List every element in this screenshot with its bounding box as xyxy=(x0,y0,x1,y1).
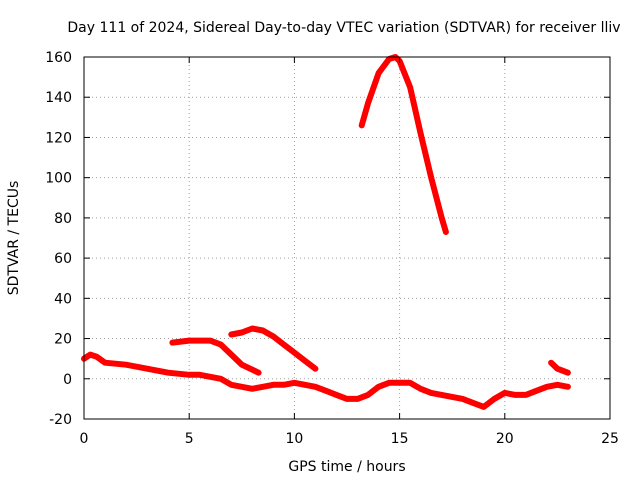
series-line-segment xyxy=(81,351,571,410)
ticks xyxy=(83,56,611,420)
grid xyxy=(84,57,610,419)
y-tick-label: 100 xyxy=(45,171,72,187)
x-axis-label: GPS time / hours xyxy=(288,459,405,475)
x-tick-label: 10 xyxy=(285,431,303,447)
x-tick-label: 20 xyxy=(496,431,514,447)
y-tick-label: 20 xyxy=(54,332,72,348)
series-layer xyxy=(81,54,571,410)
y-axis-label: SDTVAR / TECUs xyxy=(6,181,22,296)
x-tick-labels: 0 5 10 15 20 25 xyxy=(80,431,619,447)
y-tick-label: 80 xyxy=(54,211,72,227)
x-tick-label: 0 xyxy=(80,431,89,447)
y-tick-label: 160 xyxy=(45,50,72,66)
plot-frame xyxy=(83,56,611,420)
y-tick-label: 120 xyxy=(45,130,72,146)
y-tick-label: 0 xyxy=(63,372,72,388)
y-tick-label: 40 xyxy=(54,291,72,307)
x-tick-label: 25 xyxy=(601,431,619,447)
y-tick-label: 140 xyxy=(45,90,72,106)
series-line-segment xyxy=(169,337,262,376)
x-tick-label: 15 xyxy=(391,431,409,447)
x-tick-label: 5 xyxy=(185,431,194,447)
series-line-segment xyxy=(548,359,571,376)
series-line-segment xyxy=(358,54,449,235)
y-tick-label: -20 xyxy=(49,412,72,428)
y-tick-label: 60 xyxy=(54,251,72,267)
y-tick-labels: -20 0 20 40 60 80 100 120 140 160 xyxy=(45,50,72,428)
chart-title: Day 111 of 2024, Sidereal Day-to-day VTE… xyxy=(67,20,620,36)
series-line-segment xyxy=(228,325,319,372)
